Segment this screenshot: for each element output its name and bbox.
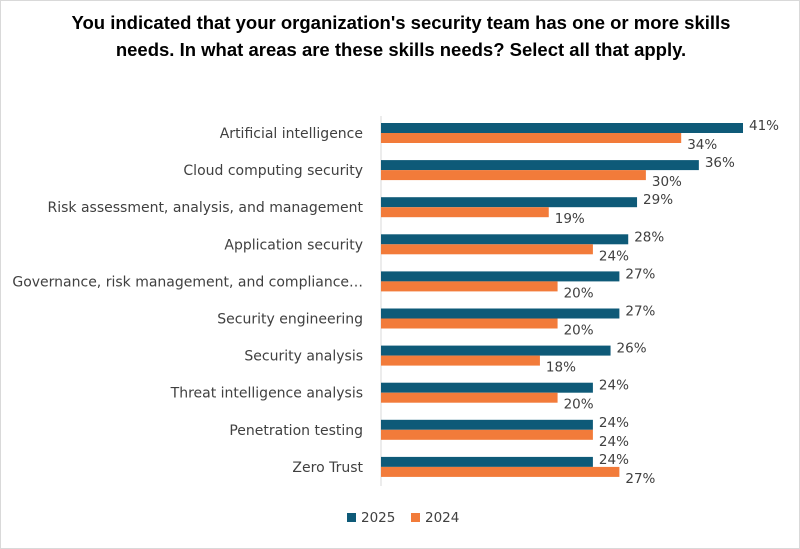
legend-swatch-2025 bbox=[347, 513, 356, 522]
data-label-2024: 24% bbox=[599, 434, 629, 450]
bar-2024 bbox=[381, 355, 540, 366]
category-label: Threat intelligence analysis bbox=[170, 386, 363, 402]
data-label-2025: 26% bbox=[617, 341, 647, 357]
data-label-2024: 20% bbox=[564, 285, 594, 301]
bar-2024 bbox=[381, 392, 558, 403]
bar-2025 bbox=[381, 382, 593, 393]
data-label-2025: 24% bbox=[599, 452, 629, 468]
data-label-2025: 27% bbox=[625, 304, 655, 320]
category-label: Artificial intelligence bbox=[220, 126, 363, 142]
category-label: Security engineering bbox=[217, 312, 363, 328]
data-label-2025: 41% bbox=[749, 118, 779, 134]
chart-title: You indicated that your organization's s… bbox=[71, 12, 731, 60]
bar-2025 bbox=[381, 308, 620, 319]
bar-2024 bbox=[381, 244, 593, 255]
data-label-2024: 34% bbox=[687, 137, 717, 153]
bar-2024 bbox=[381, 466, 620, 477]
data-label-2025: 36% bbox=[705, 155, 735, 171]
data-label-2024: 24% bbox=[599, 248, 629, 264]
bar-2024 bbox=[381, 207, 549, 218]
bar-2024 bbox=[381, 133, 682, 143]
category-label: Security analysis bbox=[244, 349, 363, 365]
legend-label-2025: 2025 bbox=[361, 510, 395, 526]
category-label: Zero Trust bbox=[292, 460, 363, 476]
bar-2025 bbox=[381, 456, 593, 467]
data-label-2024: 19% bbox=[555, 211, 585, 227]
category-label: Penetration testing bbox=[229, 423, 363, 439]
bar-2024 bbox=[381, 429, 593, 440]
data-label-2025: 28% bbox=[634, 229, 664, 245]
bar-2024 bbox=[381, 281, 558, 292]
data-label-2025: 29% bbox=[643, 192, 673, 208]
category-label: Application security bbox=[224, 237, 363, 253]
bar-2025 bbox=[381, 123, 743, 133]
category-label: Risk assessment, analysis, and managemen… bbox=[47, 200, 363, 216]
bar-2024 bbox=[381, 170, 646, 181]
legend-swatch-2024 bbox=[411, 513, 420, 522]
bar-2025 bbox=[381, 197, 638, 208]
data-label-2025: 24% bbox=[599, 415, 629, 431]
bar-2025 bbox=[381, 345, 611, 356]
category-label: Governance, risk management, and complia… bbox=[12, 274, 363, 290]
bar-2024 bbox=[381, 318, 558, 329]
data-label-2024: 20% bbox=[564, 323, 594, 339]
category-label: Cloud computing security bbox=[183, 163, 363, 179]
data-label-2024: 27% bbox=[625, 471, 655, 487]
data-label-2024: 18% bbox=[546, 360, 576, 376]
bar-2025 bbox=[381, 271, 620, 282]
legend-label-2024: 2024 bbox=[425, 510, 459, 526]
data-label-2025: 27% bbox=[625, 266, 655, 282]
bar-2025 bbox=[381, 160, 699, 171]
bar-2025 bbox=[381, 419, 593, 430]
data-label-2025: 24% bbox=[599, 378, 629, 394]
data-label-2024: 30% bbox=[652, 174, 682, 190]
bar-2025 bbox=[381, 234, 629, 245]
data-label-2024: 20% bbox=[564, 397, 594, 413]
